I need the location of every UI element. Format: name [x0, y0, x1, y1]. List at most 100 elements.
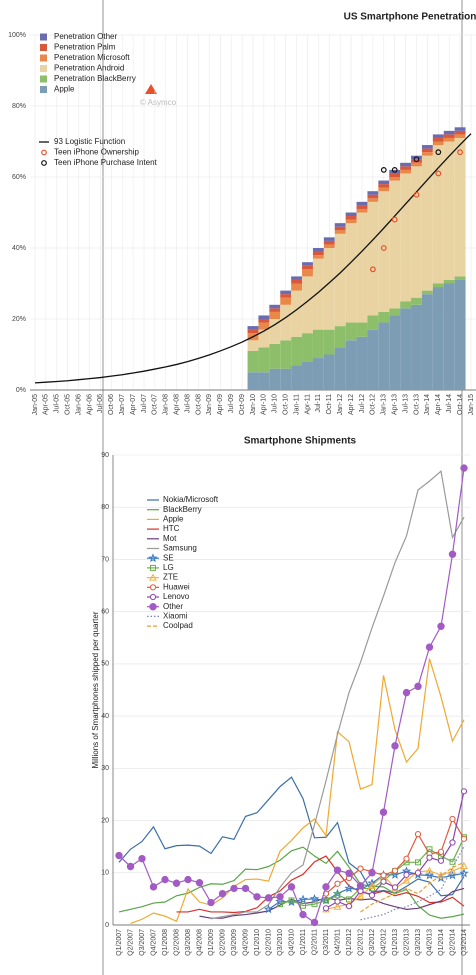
x-tick-label: Q2/2008: [173, 929, 180, 956]
bar-segment: [389, 315, 401, 390]
marker: [161, 875, 169, 884]
marker: [391, 867, 399, 874]
x-tick-label: Q1/2010: [254, 929, 261, 956]
bar-segment: [411, 297, 422, 305]
bar-segment: [378, 187, 390, 192]
marker: [300, 902, 306, 909]
bar-segment: [443, 130, 455, 135]
x-tick-label: Q3/2007: [139, 929, 146, 956]
marker: [449, 858, 456, 865]
chart-title: Smartphone Shipments: [244, 436, 357, 447]
legend-label: Penetration Android: [54, 64, 124, 73]
bar-segment: [378, 322, 390, 390]
marker: [379, 808, 388, 816]
bar-segment: [454, 134, 466, 138]
point: [380, 166, 387, 173]
marker: [334, 898, 341, 905]
bar-segment: [389, 177, 401, 181]
x-tick-label: Apr-11: [304, 394, 311, 415]
bar-segment: [432, 145, 444, 284]
legend-swatch: [40, 75, 47, 83]
y-tick-label: 60%: [12, 174, 26, 181]
x-tick-label: Jan-11: [293, 394, 300, 415]
marker: [333, 866, 342, 874]
x-tick-label: Apr-12: [348, 394, 355, 415]
bar-segment: [411, 304, 422, 390]
legend-label: Huawei: [163, 582, 190, 591]
bar-segment: [302, 262, 313, 266]
bar-segment: [367, 198, 379, 202]
x-tick-label: Q1/2011: [300, 929, 307, 955]
marker: [448, 867, 457, 875]
marker: [323, 897, 329, 904]
bar-segment: [345, 223, 357, 323]
bar-segment: [400, 173, 412, 302]
x-tick-label: Jul-05: [54, 394, 61, 413]
x-tick-label: Q1/2012: [346, 929, 353, 956]
point: [413, 191, 420, 198]
bar-segment: [421, 294, 433, 390]
marker: [309, 893, 320, 903]
x-tick-label: Jul-11: [315, 394, 322, 413]
bar-segment: [454, 127, 466, 131]
marker: [287, 883, 296, 891]
bar-segment: [247, 372, 259, 390]
bar-segment: [247, 329, 259, 334]
bar-segment: [432, 283, 444, 288]
bar-segment: [280, 368, 292, 390]
x-tick-label: Jan-13: [381, 394, 388, 416]
x-tick-label: Apr-06: [86, 394, 93, 415]
point: [413, 156, 420, 163]
x-tick-label: Q2/2012: [357, 929, 364, 956]
legend-label: LG: [163, 563, 174, 572]
bar-segment: [443, 283, 455, 390]
legend-label: Teen iPhone Purchase Intent: [54, 158, 158, 167]
x-tick-label: Q4/2010: [288, 929, 295, 956]
bar-segment: [334, 326, 346, 348]
x-tick-label: Jul-07: [141, 394, 148, 413]
bar-segment: [432, 141, 444, 146]
bar-segment: [312, 251, 324, 256]
point: [370, 266, 376, 273]
marker: [345, 903, 353, 910]
x-tick-label: Jul-10: [272, 394, 279, 413]
marker: [403, 855, 410, 862]
bar-segment: [280, 304, 292, 341]
marker: [414, 682, 422, 691]
legend-swatch: [40, 44, 47, 51]
marker: [149, 883, 158, 891]
marker: [449, 815, 456, 823]
marker: [356, 892, 365, 900]
bar-segment: [258, 329, 270, 348]
bar-segment: [334, 223, 346, 227]
marker: [344, 883, 354, 893]
marker: [184, 875, 192, 884]
x-tick-label: Apr-08: [174, 394, 181, 415]
bar-segment: [269, 343, 281, 369]
marker: [334, 880, 341, 887]
bar-segment: [269, 319, 281, 344]
y-tick-label: 70: [101, 556, 109, 563]
x-tick-label: Q1/2008: [162, 929, 169, 956]
marker: [149, 593, 157, 601]
marker: [426, 854, 433, 861]
marker: [149, 584, 157, 591]
bar-segment: [356, 336, 368, 390]
bar-segment: [312, 258, 324, 330]
legend-label: Coolpad: [163, 621, 193, 630]
bar-segment: [291, 279, 303, 284]
x-tick-label: Q4/2009: [242, 929, 249, 956]
bar-segment: [432, 287, 444, 390]
marker: [115, 851, 123, 860]
x-tick-label: Q2/2010: [265, 929, 272, 956]
bar-segment: [454, 279, 466, 390]
x-tick-label: Jul-13: [402, 394, 409, 413]
x-tick-label: Apr-10: [261, 394, 268, 415]
bar-segment: [280, 290, 292, 295]
y-tick-label: 0%: [16, 387, 26, 394]
marker: [402, 876, 411, 884]
marker: [460, 835, 468, 842]
marker: [403, 871, 410, 878]
marker: [195, 879, 204, 887]
bar-segment: [323, 244, 335, 248]
